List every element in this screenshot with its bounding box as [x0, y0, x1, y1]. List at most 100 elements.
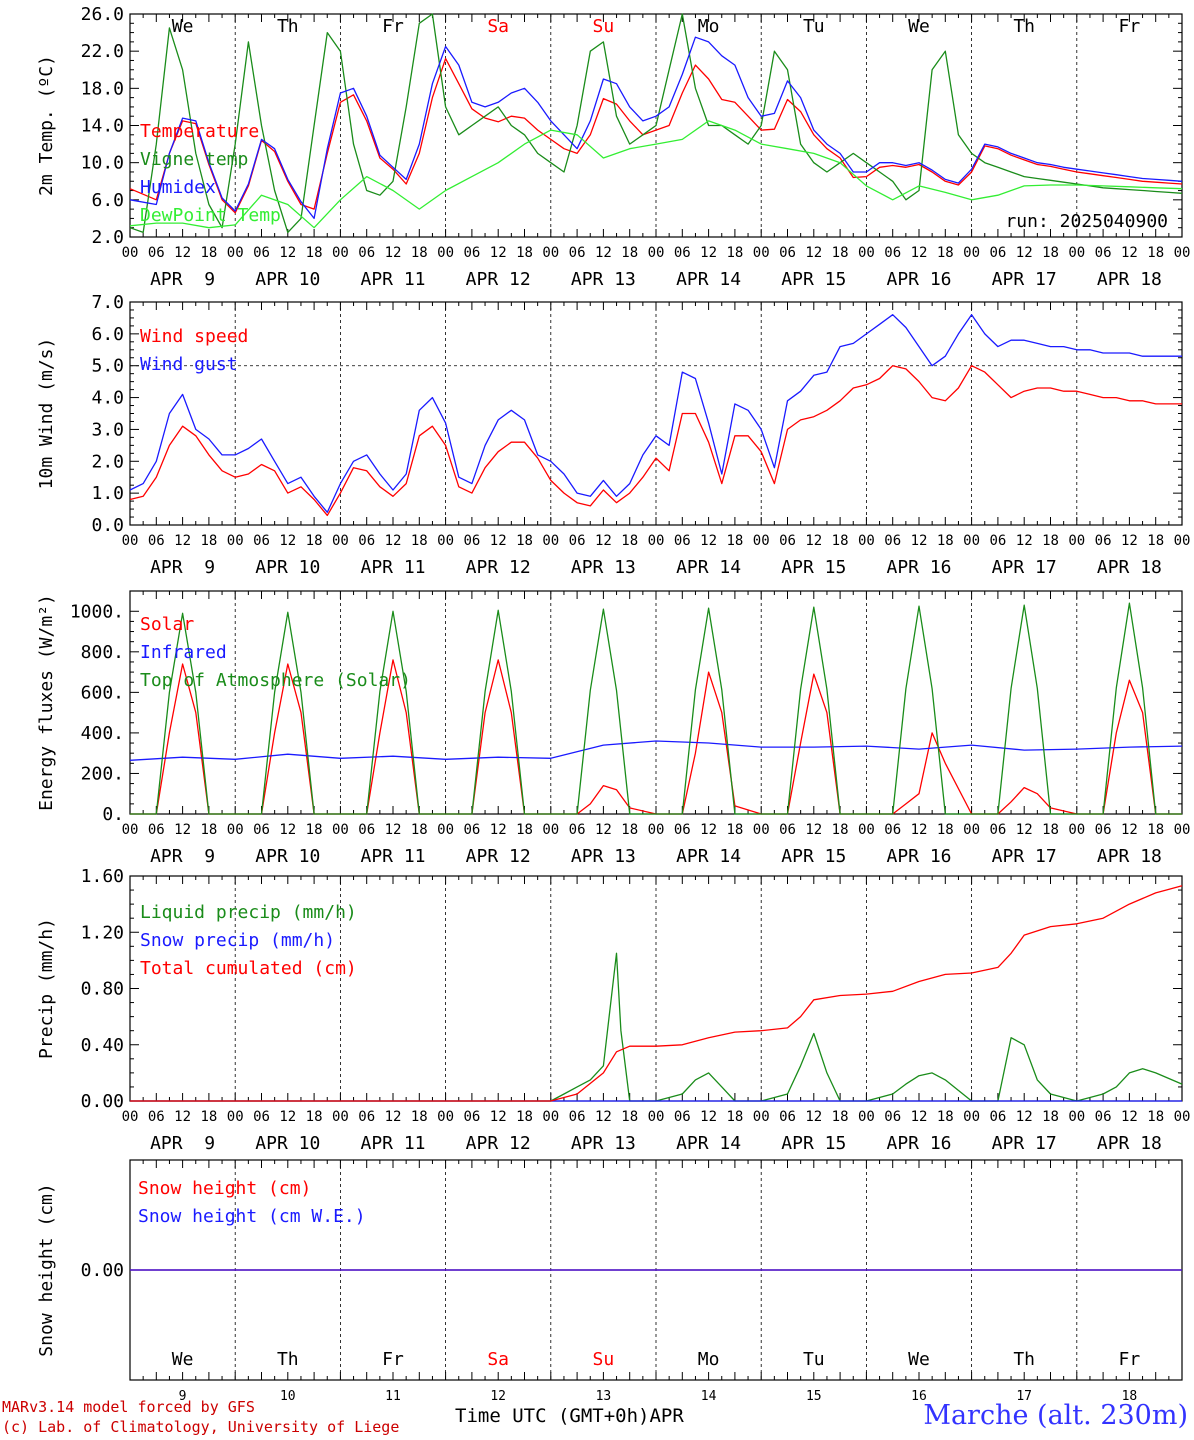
x-tick-label: 12: [911, 1109, 928, 1125]
x-tick-label: 00: [648, 822, 665, 838]
day-name-bottom: Su: [593, 1349, 615, 1370]
x-tick-label: 18: [516, 822, 533, 838]
date-label: APR 13: [571, 1133, 636, 1154]
x-tick-label: 18: [1147, 1109, 1164, 1125]
date-label: APR 13: [571, 846, 636, 867]
x-tick-label: 06: [253, 533, 270, 549]
x-tick-label: 00: [122, 533, 139, 549]
series-line-vigne-temp: [129, 13, 1183, 234]
x-tick-label: 00: [963, 822, 980, 838]
x-tick-label: 06: [463, 822, 480, 838]
x-tick-label: 12: [805, 245, 822, 261]
y-axis-label: 2m Temp. (ºC): [36, 55, 57, 196]
series-line-temperature: [129, 57, 1183, 214]
date-label: APR 18: [1097, 269, 1162, 290]
date-label: APR 10: [255, 846, 320, 867]
x-tick-label: 00: [122, 822, 139, 838]
x-tick-label: 12: [174, 533, 191, 549]
legend-entry: Humidex: [140, 177, 216, 198]
day-name-bottom: Fr: [382, 1349, 404, 1370]
y-axis-label: 10m Wind (m/s): [36, 338, 57, 490]
x-tick-label: 00: [648, 245, 665, 261]
x-tick-label: 12: [385, 1109, 402, 1125]
day-number: 14: [701, 1389, 717, 1404]
footer-credit: (c) Lab. of Climatology, University of L…: [2, 1418, 400, 1436]
x-tick-label: 18: [411, 1109, 428, 1125]
x-tick-label: 00: [858, 1109, 875, 1125]
series-line-infrared: [129, 740, 1183, 761]
x-tick-label: 00: [1174, 1109, 1191, 1125]
x-tick-label: 18: [306, 245, 323, 261]
series-line-liquid-precip-mm-h-: [130, 952, 1183, 1102]
x-tick-label: 18: [832, 533, 849, 549]
day-name-bottom: Th: [1013, 1349, 1035, 1370]
series-line-total-cumulated-cm-: [130, 885, 1183, 1102]
x-tick-label: 00: [1068, 533, 1085, 549]
day-name-top: Su: [593, 16, 615, 37]
day-name-top: Sa: [487, 16, 509, 37]
x-tick-label: 06: [148, 245, 165, 261]
date-label: APR 11: [360, 557, 425, 578]
y-axis-label: Snow height (cm): [36, 1183, 57, 1356]
station-title: Marche (alt. 230m): [923, 1400, 1188, 1431]
day-name-bottom: Th: [277, 1349, 299, 1370]
x-tick-label: 06: [779, 245, 796, 261]
legend-entry: Vigne temp: [140, 149, 248, 170]
day-number: 16: [911, 1389, 927, 1404]
x-tick-label: 12: [595, 1109, 612, 1125]
y-tick-label: 0.0: [91, 515, 124, 536]
x-tick-label: 06: [674, 1109, 691, 1125]
x-tick-label: 06: [989, 245, 1006, 261]
x-tick-label: 18: [200, 533, 217, 549]
x-tick-label: 00: [963, 245, 980, 261]
legend-entry: DewPoint Temp: [140, 205, 281, 226]
x-tick-label: 06: [674, 822, 691, 838]
x-tick-label: 12: [911, 245, 928, 261]
date-label: APR 16: [886, 557, 951, 578]
series-line-dewpoint-temp: [129, 120, 1183, 229]
date-label: APR 9: [150, 846, 215, 867]
y-tick-label: 0.00: [81, 1260, 124, 1281]
date-label: APR 15: [781, 557, 846, 578]
y-tick-label: 14.0: [81, 116, 124, 137]
x-axis-title: Time UTC (GMT+0h)APR: [455, 1405, 684, 1427]
date-label: APR 18: [1097, 846, 1162, 867]
y-tick-label: 2.0: [91, 451, 124, 472]
x-tick-label: 12: [1016, 822, 1033, 838]
x-tick-label: 06: [989, 822, 1006, 838]
x-tick-label: 06: [989, 533, 1006, 549]
panel-frame: [129, 301, 1183, 526]
panel-frame: [129, 590, 1183, 815]
series-line-humidex: [129, 36, 1183, 220]
x-tick-label: 18: [937, 822, 954, 838]
day-number: 11: [385, 1389, 401, 1404]
day-number: 17: [1016, 1389, 1032, 1404]
x-tick-label: 00: [122, 245, 139, 261]
x-tick-label: 06: [253, 1109, 270, 1125]
date-label: APR 15: [781, 846, 846, 867]
y-axis-label: Energy fluxes (W/m²): [36, 594, 57, 811]
date-label: APR 15: [781, 1133, 846, 1154]
legend-entry: Wind gust: [140, 354, 238, 375]
x-tick-label: 12: [490, 822, 507, 838]
x-tick-label: 12: [1016, 245, 1033, 261]
x-tick-label: 12: [385, 245, 402, 261]
y-tick-label: 0.00: [81, 1091, 124, 1112]
series-line-top-of-atmosphere-solar-: [130, 602, 1182, 815]
y-tick-label: 0.40: [81, 1035, 124, 1056]
x-tick-label: 18: [516, 1109, 533, 1125]
day-number: 10: [280, 1389, 296, 1404]
x-tick-label: 12: [1016, 1109, 1033, 1125]
x-tick-label: 00: [753, 245, 770, 261]
day-name-top: We: [172, 16, 194, 37]
x-tick-label: 00: [542, 245, 559, 261]
x-tick-label: 06: [463, 245, 480, 261]
date-label: APR 14: [676, 557, 741, 578]
x-tick-label: 00: [1174, 245, 1191, 261]
day-name-bottom: We: [908, 1349, 930, 1370]
x-tick-label: 12: [490, 245, 507, 261]
y-tick-label: 2.0: [91, 227, 124, 248]
x-tick-label: 00: [227, 245, 244, 261]
panel-1: 2.0 6.0 10.0 14.0 18.0 22.0 26.0 2m Temp. (ºC) T…: [36, 4, 1190, 290]
y-tick-label: 1.20: [81, 922, 124, 943]
